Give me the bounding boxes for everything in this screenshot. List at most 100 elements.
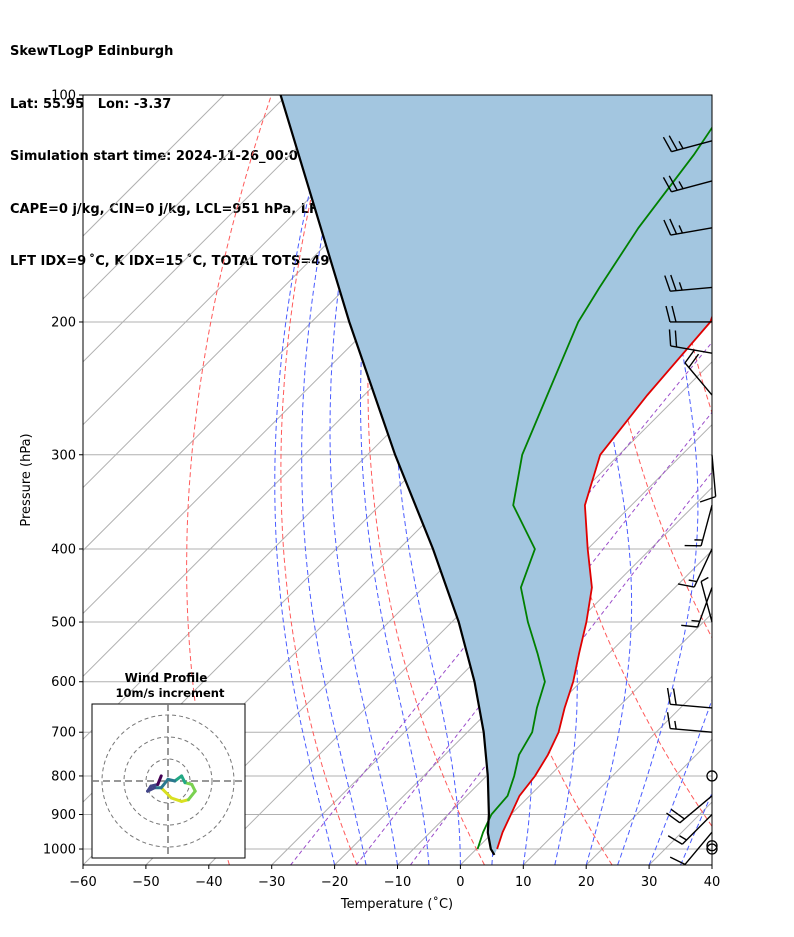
dry-adiabat-line — [367, 95, 485, 865]
wind-barb-flag — [664, 275, 671, 292]
isotherm-line — [83, 95, 414, 426]
mixing-ratio-line — [290, 341, 712, 865]
hodograph-segment — [156, 774, 163, 786]
wind-barb-flag — [670, 808, 685, 820]
wind-barb-flag — [688, 353, 700, 368]
y-axis-label: Pressure (hPa) — [19, 433, 34, 526]
chart-title: SkewTLogP Edinburgh — [10, 44, 174, 59]
wind-barb-flag — [668, 329, 672, 346]
wind-barb-shaft — [670, 727, 713, 733]
inset-title: Wind Profile — [125, 671, 208, 685]
y-tick-label: 200 — [51, 315, 76, 330]
moist-adiabat-line — [680, 791, 712, 865]
isotherm-line — [711, 864, 712, 865]
wind-barb-shaft — [684, 362, 713, 396]
wind-barb-flag — [666, 687, 671, 705]
wind-barb-flag — [699, 495, 716, 503]
x-tick-label: −20 — [321, 875, 348, 890]
dry-adiabat-line — [280, 95, 358, 865]
isotherm-line — [334, 486, 712, 865]
y-tick-label: 900 — [51, 808, 76, 823]
x-tick-label: −30 — [258, 875, 285, 890]
hodograph-segment — [169, 796, 184, 803]
isotherm-line — [460, 612, 712, 865]
wind-barb-half-flag — [688, 579, 697, 583]
wind-barb-half-flag — [679, 835, 687, 841]
wind-barb-flag — [669, 218, 678, 235]
y-tick-label: 600 — [51, 675, 76, 690]
wind-barb-shaft — [679, 795, 713, 824]
isotherm-line — [271, 423, 712, 865]
y-tick-label: 800 — [51, 769, 76, 784]
dry-adiabat-line — [186, 95, 272, 865]
wind-barb-flag — [668, 135, 678, 151]
calm-wind-circle — [706, 840, 718, 852]
wind-barb-flag — [668, 175, 678, 191]
x-tick-label: −40 — [195, 875, 222, 890]
x-tick-label: 20 — [578, 875, 595, 890]
moist-adiabat-line — [711, 863, 712, 865]
moist-adiabat-line — [617, 95, 699, 865]
wind-barb-shaft — [681, 814, 713, 845]
dewpoint-line — [476, 126, 712, 850]
wind-barb-flag — [669, 856, 686, 866]
cin-area-fill — [280, 95, 712, 855]
wind-barb-flag — [674, 330, 678, 347]
wind-barb-shaft — [670, 227, 713, 236]
hodograph-segment — [159, 777, 170, 790]
wind-barb-flag — [662, 177, 673, 193]
isotherm-line — [208, 361, 712, 865]
temperature-line — [496, 314, 712, 850]
wind-barb-shaft — [670, 345, 713, 354]
y-tick-label: 400 — [51, 542, 76, 557]
wind-barb-half-flag — [678, 140, 684, 149]
wind-barb-half-flag — [678, 181, 684, 190]
x-tick-label: −10 — [384, 875, 411, 890]
wind-barb-flag — [670, 274, 677, 291]
wind-barb-half-flag — [674, 720, 677, 730]
isotherm-line — [83, 95, 225, 237]
wind-barb-shaft — [684, 831, 713, 865]
moist-adiabat-line — [648, 698, 712, 865]
x-tick-label: 10 — [515, 875, 532, 890]
hodograph-segment — [159, 786, 173, 800]
wind-barb-half-flag — [678, 225, 684, 234]
wind-barb-half-flag — [700, 576, 709, 583]
dry-adiabat-line — [661, 95, 712, 415]
sounding-lines — [279, 95, 712, 856]
isotherm-line — [522, 675, 712, 865]
wind-barb-flag — [665, 305, 671, 323]
wind-barb-flag — [666, 712, 671, 729]
wind-barb-flag — [672, 688, 677, 705]
wind-barb-flag — [663, 219, 672, 236]
wind-barb-shaft — [671, 140, 713, 153]
wind-barb-shaft — [711, 454, 717, 497]
x-tick-label: −60 — [69, 875, 96, 890]
y-tick-label: 700 — [51, 726, 76, 741]
calm-wind-circle — [706, 843, 718, 855]
location-line: Lat: 55.95 Lon: -3.37 — [10, 96, 172, 112]
hodograph-ring — [123, 736, 213, 826]
wind-barb-shaft — [700, 505, 713, 546]
x-tick-label: 30 — [641, 875, 658, 890]
wind-barb-shaft — [693, 548, 713, 588]
calm-wind-circle — [706, 770, 718, 782]
wind-profile-inset: Wind Profile 10m/s increment — [91, 671, 246, 859]
wind-barb-half-flag — [691, 619, 700, 623]
x-tick-label: 0 — [456, 875, 464, 890]
y-tick-label: 500 — [51, 616, 76, 631]
x-tick-label: 40 — [704, 875, 721, 890]
moist-adiabat-line — [301, 95, 367, 865]
dry-adiabat-line — [727, 95, 794, 865]
isotherm-line — [83, 95, 351, 363]
y-tick-label: 1000 — [43, 843, 76, 858]
wind-barb-flag — [677, 583, 695, 588]
wind-barb-shaft — [671, 180, 713, 193]
isotherm-line — [83, 95, 288, 300]
moist-adiabat-line — [360, 95, 430, 865]
wind-barb-flag — [667, 835, 683, 845]
wind-barb-shaft — [696, 587, 713, 628]
parcel-line — [279, 95, 496, 856]
